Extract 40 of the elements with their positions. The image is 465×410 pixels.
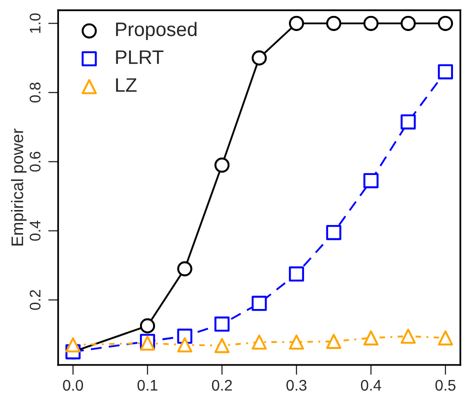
point xyxy=(65,337,81,352)
point xyxy=(177,261,192,276)
x-tick-label: 0.2 xyxy=(212,380,232,391)
point xyxy=(438,64,454,80)
point xyxy=(363,173,379,188)
point xyxy=(326,334,342,349)
point xyxy=(252,334,267,350)
point xyxy=(140,318,156,334)
point xyxy=(252,296,267,311)
point xyxy=(214,316,230,332)
point xyxy=(400,328,416,344)
point xyxy=(214,158,230,173)
point xyxy=(288,16,304,31)
x-tick-label: 0.3 xyxy=(286,380,306,391)
point xyxy=(214,338,230,354)
y-tick-label: 0.4 xyxy=(30,220,41,241)
x-tick-label: 0.1 xyxy=(137,380,158,391)
point xyxy=(363,330,379,346)
point xyxy=(363,16,379,31)
y-tick-label: 0.8 xyxy=(30,82,41,103)
point xyxy=(252,50,267,66)
point xyxy=(438,330,454,346)
legend-label: LZ xyxy=(116,78,137,92)
point xyxy=(177,337,192,352)
x-tick-label: 0.4 xyxy=(360,380,382,391)
point xyxy=(326,16,342,31)
point xyxy=(400,114,416,130)
y-tick-label: 1.0 xyxy=(30,13,41,33)
y-tick-label: 0.6 xyxy=(30,152,41,172)
x-tick-label: 0.5 xyxy=(435,380,456,391)
point xyxy=(326,224,342,240)
point xyxy=(400,16,416,31)
point xyxy=(288,334,304,350)
x-tick-label: 0.0 xyxy=(63,380,84,391)
y-axis-title: Empirical power xyxy=(10,128,27,246)
legend-label: PLRT xyxy=(116,50,164,64)
y-tick-label: 0.2 xyxy=(30,290,41,310)
point xyxy=(288,266,304,282)
point xyxy=(438,16,454,31)
legend-label: Proposed xyxy=(116,22,196,40)
